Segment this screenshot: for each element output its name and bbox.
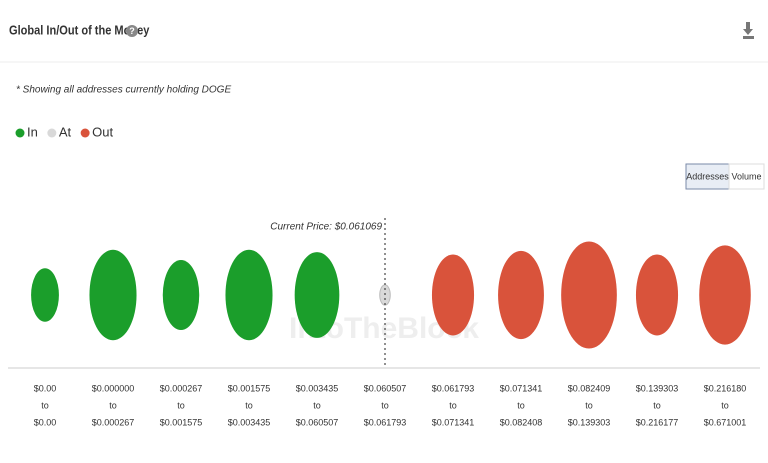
bubble <box>635 254 679 336</box>
x-tick-label: to <box>381 400 389 410</box>
button-label[interactable]: Addresses <box>686 171 729 181</box>
legend-label: In <box>27 124 38 139</box>
x-tick-label: $0.060507 <box>364 383 407 393</box>
help-icon[interactable]: ? <box>126 25 138 37</box>
x-tick-label: $0.003435 <box>228 417 271 427</box>
legend-marker <box>80 128 90 138</box>
x-tick-label: $0.000267 <box>160 383 203 393</box>
x-tick-label: $0.00 <box>34 417 57 427</box>
x-tick-label: $0.139303 <box>636 383 679 393</box>
x-tick-label: $0.071341 <box>500 383 543 393</box>
x-tick-label: to <box>449 400 457 410</box>
x-tick-label: to <box>653 400 661 410</box>
x-tick-label: $0.001575 <box>160 417 203 427</box>
button-label[interactable]: Volume <box>731 171 761 181</box>
x-tick-label: $0.000000 <box>92 383 135 393</box>
bubble <box>31 268 59 322</box>
x-tick-label: $0.001575 <box>228 383 271 393</box>
button[interactable] <box>728 163 765 190</box>
x-tick-label: to <box>177 400 185 410</box>
download-icon[interactable] <box>743 22 754 39</box>
legend-marker <box>47 128 57 138</box>
bubble <box>699 245 751 345</box>
svg-text:?: ? <box>129 26 135 36</box>
legend-label: At <box>59 124 72 139</box>
x-tick-label: $0.061793 <box>432 383 475 393</box>
x-tick-label: $0.082409 <box>568 383 611 393</box>
x-tick-label: to <box>313 400 321 410</box>
x-tick-label: $0.00 <box>34 383 57 393</box>
subtitle: * Showing all addresses currently holdin… <box>16 85 231 96</box>
chart-title: Global In/Out of the Money <box>9 23 150 38</box>
x-tick-label: $0.139303 <box>568 417 611 427</box>
bubble <box>162 259 200 331</box>
x-tick-label: $0.071341 <box>432 417 475 427</box>
x-tick-label: $0.216180 <box>704 383 747 393</box>
bubble <box>294 252 340 338</box>
x-tick-label: $0.082408 <box>500 417 543 427</box>
bubble <box>89 249 137 341</box>
x-tick-label: to <box>721 400 729 410</box>
x-tick-label: $0.671001 <box>704 417 747 427</box>
x-tick-label: $0.060507 <box>296 417 339 427</box>
x-tick-label: to <box>245 400 253 410</box>
legend-marker <box>15 128 25 138</box>
bubble <box>431 254 475 336</box>
bubble <box>561 241 617 349</box>
x-tick-label: $0.003435 <box>296 383 339 393</box>
current-price-label: Current Price: $0.061069 <box>270 222 382 233</box>
x-tick-label: to <box>517 400 525 410</box>
x-tick-label: $0.216177 <box>636 417 679 427</box>
x-tick-label: $0.000267 <box>92 417 135 427</box>
view-toggle: Addresses Volume <box>685 163 765 190</box>
bubble <box>225 249 273 341</box>
x-tick-label: $0.061793 <box>364 417 407 427</box>
x-tick-label: to <box>109 400 117 410</box>
x-tick-label: to <box>41 400 49 410</box>
bubble <box>498 250 544 340</box>
x-tick-label: to <box>585 400 593 410</box>
button[interactable] <box>685 163 730 190</box>
legend-label: Out <box>92 124 113 139</box>
legend: In At Out <box>15 124 113 139</box>
